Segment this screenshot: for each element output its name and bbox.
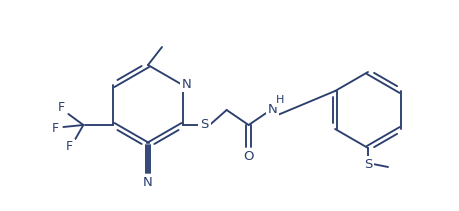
Text: N: N xyxy=(143,176,152,189)
Text: F: F xyxy=(58,100,65,114)
Text: F: F xyxy=(52,123,59,135)
Text: F: F xyxy=(66,141,73,153)
Text: H: H xyxy=(275,95,283,105)
Text: N: N xyxy=(181,77,191,91)
Text: S: S xyxy=(200,119,208,131)
Text: S: S xyxy=(363,157,371,170)
Text: N: N xyxy=(267,103,277,115)
Text: O: O xyxy=(243,150,253,162)
